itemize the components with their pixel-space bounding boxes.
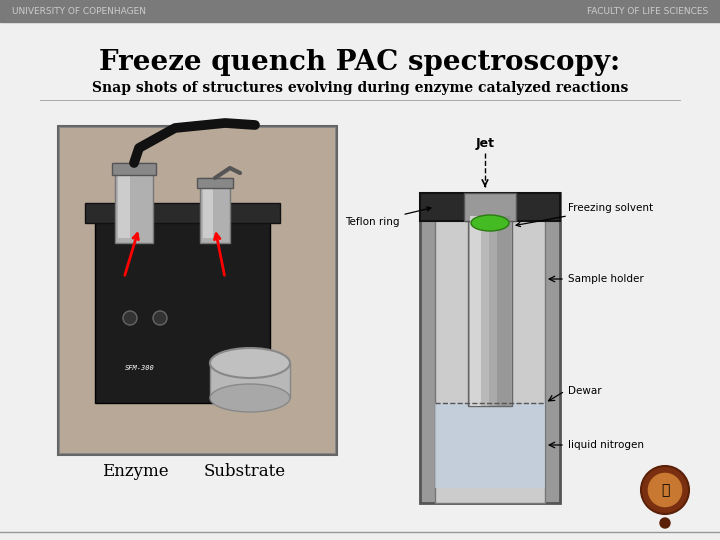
Text: Jet: Jet xyxy=(475,137,495,150)
Circle shape xyxy=(123,311,137,325)
Bar xyxy=(58,126,337,455)
Ellipse shape xyxy=(471,215,509,231)
Ellipse shape xyxy=(210,384,290,412)
Bar xyxy=(60,128,335,453)
Circle shape xyxy=(641,466,689,514)
Bar xyxy=(435,403,545,488)
Bar xyxy=(197,178,233,188)
Text: liquid nitrogen: liquid nitrogen xyxy=(568,440,644,450)
Text: Teflon ring: Teflon ring xyxy=(345,207,431,227)
Bar xyxy=(481,216,489,406)
Bar xyxy=(203,183,213,238)
Text: 🦌: 🦌 xyxy=(661,483,669,497)
Bar xyxy=(115,163,153,243)
Bar xyxy=(435,208,545,503)
Bar xyxy=(85,203,280,223)
Text: SFM-300: SFM-300 xyxy=(125,365,155,371)
Ellipse shape xyxy=(210,348,290,378)
Bar xyxy=(497,216,511,406)
Text: Freezing solvent: Freezing solvent xyxy=(516,203,653,227)
Circle shape xyxy=(153,311,167,325)
Bar xyxy=(420,193,560,503)
Circle shape xyxy=(660,518,670,528)
Text: Enzyme: Enzyme xyxy=(102,462,168,480)
Text: Sample holder: Sample holder xyxy=(568,274,644,284)
Text: Dewar: Dewar xyxy=(568,386,602,396)
Bar xyxy=(210,363,290,398)
Text: UNIVERSITY OF COPENHAGEN: UNIVERSITY OF COPENHAGEN xyxy=(12,6,146,16)
Bar xyxy=(200,178,230,243)
Bar xyxy=(464,193,516,221)
Bar xyxy=(112,163,156,175)
Text: Snap shots of structures evolving during enzyme catalyzed reactions: Snap shots of structures evolving during… xyxy=(92,81,628,95)
Bar xyxy=(0,0,720,22)
Text: Freeze quench PAC spectroscopy:: Freeze quench PAC spectroscopy: xyxy=(99,49,621,76)
Text: Substrate: Substrate xyxy=(204,462,286,480)
Bar xyxy=(95,218,270,403)
Text: FACULTY OF LIFE SCIENCES: FACULTY OF LIFE SCIENCES xyxy=(587,6,708,16)
Bar xyxy=(470,216,481,406)
Bar xyxy=(118,168,130,238)
Bar xyxy=(420,193,560,221)
Circle shape xyxy=(647,472,683,508)
Bar xyxy=(468,216,512,406)
